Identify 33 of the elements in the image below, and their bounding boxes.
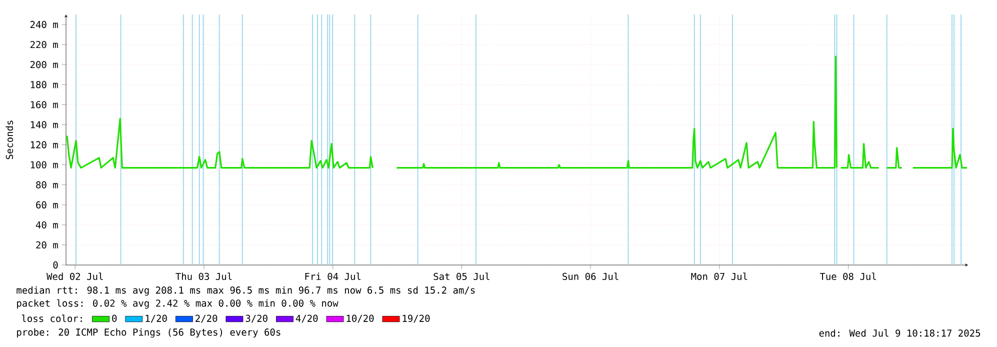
x-tick-label: Sat 05 Jul xyxy=(434,272,490,280)
y-tick-label: 80 m xyxy=(36,181,58,188)
y-tick-label: 240 m xyxy=(30,20,58,28)
legend-title: loss color: xyxy=(22,314,82,322)
legend-label: 3/20 xyxy=(246,314,268,323)
legend-label: 0 xyxy=(112,314,117,322)
text: end: Wed Jul 9 10:18:17 2025 xyxy=(819,329,980,337)
y-tick-label: 120 m xyxy=(30,141,58,148)
legend-label: 19/20 xyxy=(402,314,430,323)
y-axis-title: Seconds xyxy=(6,120,14,160)
y-tick-label: 60 m xyxy=(36,201,58,208)
legend-label: 2/20 xyxy=(196,314,218,323)
legend-label: 1/20 xyxy=(146,314,167,323)
y-tick-label: 40 m xyxy=(36,221,58,229)
y-tick-label: 100 m xyxy=(30,161,58,168)
x-tick-label: Fri 04 Jul xyxy=(305,272,361,280)
x-tick-label: Tue 08 Jul xyxy=(820,272,876,280)
text: median rtt: 98.1 ms avg 208.1 ms max 96.5 ms min 96.7 ms now 6.5 ms sd 15.2 am/s xyxy=(16,286,475,296)
x-tick-label: Thu 03 Jul xyxy=(176,272,232,280)
y-tick-label: 140 m xyxy=(30,121,58,128)
x-tick-label: Mon 07 Jul xyxy=(691,272,748,280)
text: packet loss: 0.02 % avg 2.42 % max 0.00 % min 0.00 % now xyxy=(17,299,338,309)
y-tick-label: 160 m xyxy=(30,101,58,108)
x-tick-label: Wed 02 Jul xyxy=(46,272,103,280)
text: probe: 20 ICMP Echo Pings (56 Bytes) every 60s xyxy=(17,328,280,338)
y-tick-label: 20 m xyxy=(36,241,58,249)
y-tick-label: 180 m xyxy=(30,81,58,88)
y-tick-label: 0 xyxy=(53,261,58,269)
y-tick-label: 200 m xyxy=(30,61,58,68)
x-tick-label: Sun 06 Jul xyxy=(562,272,618,280)
legend-label: 10/20 xyxy=(346,314,374,323)
legend-label: 4/20 xyxy=(296,314,318,323)
y-tick-label: 220 m xyxy=(30,40,58,48)
